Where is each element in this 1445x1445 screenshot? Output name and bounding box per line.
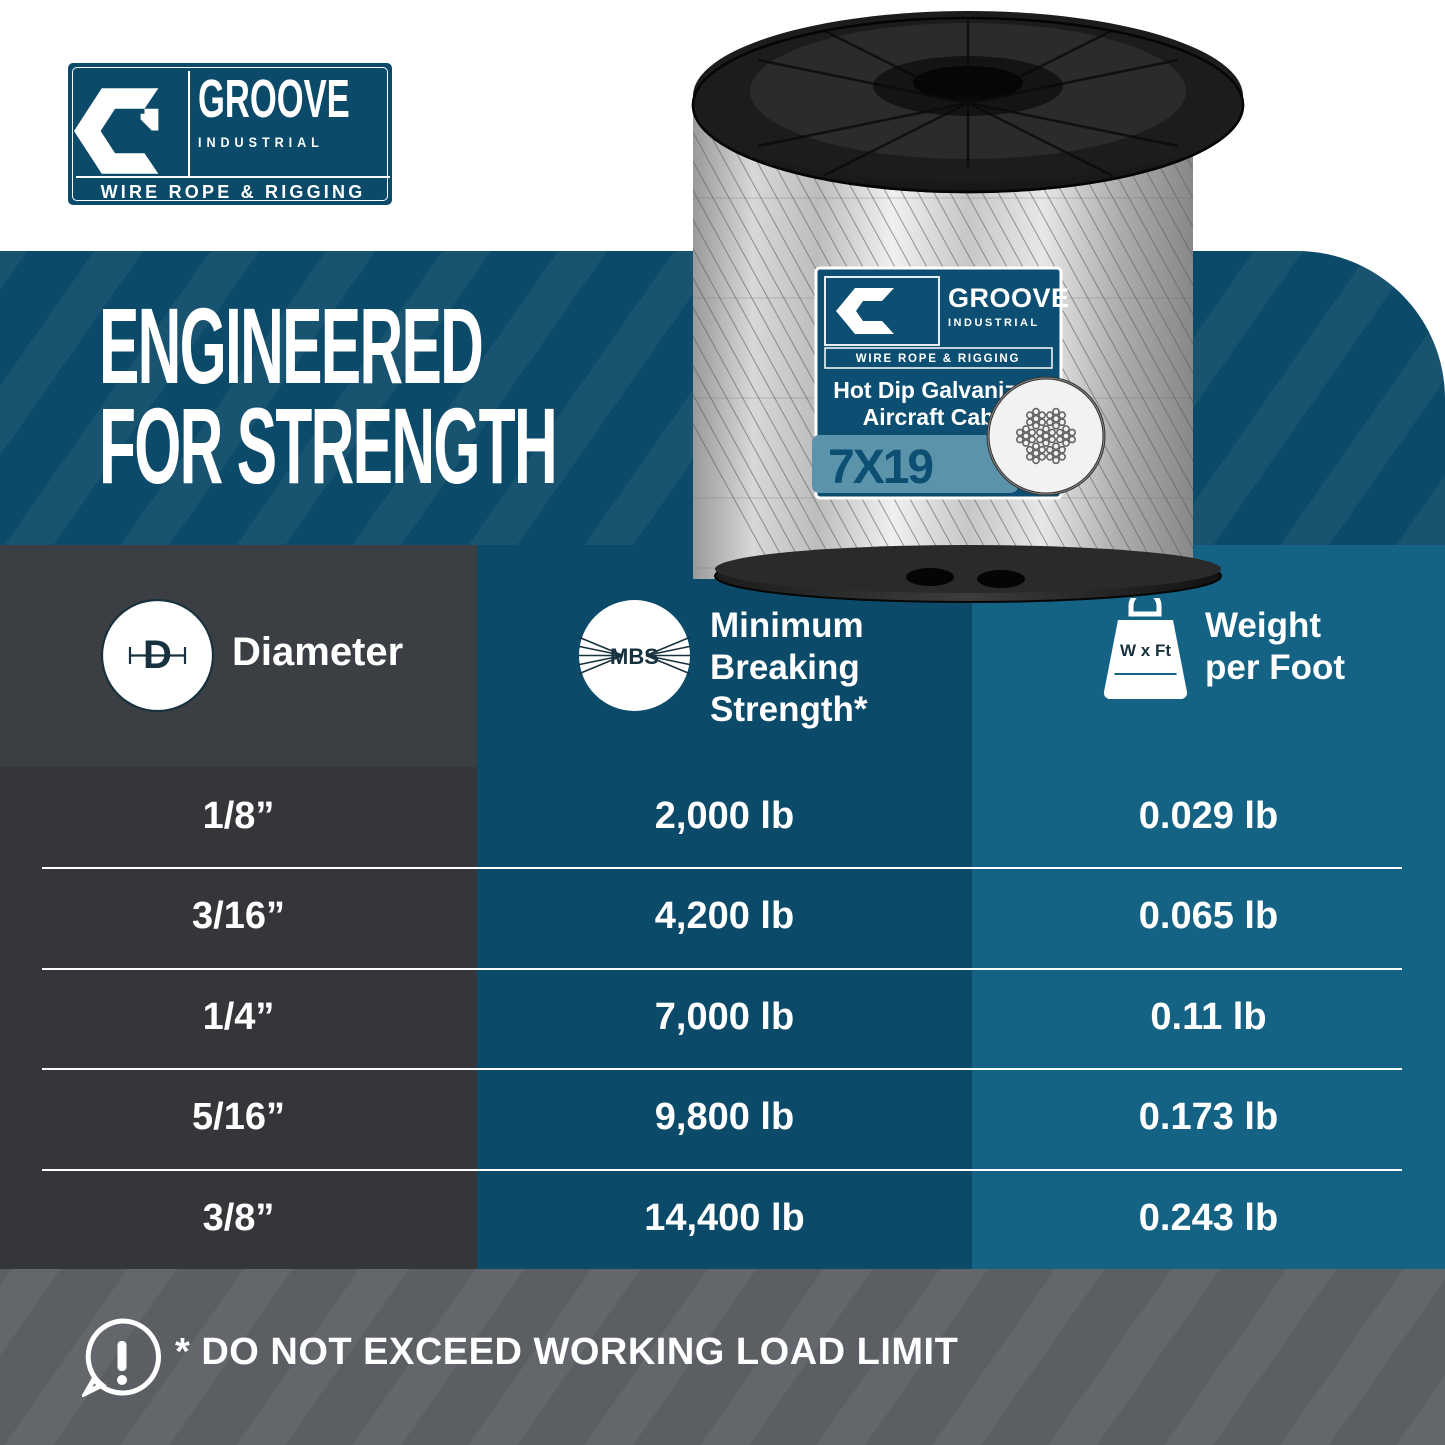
svg-text:MBS: MBS (610, 644, 659, 669)
svg-text:7X19: 7X19 (828, 441, 932, 494)
svg-text:INDUSTRIAL: INDUSTRIAL (948, 317, 1040, 329)
svg-text:W x Ft: W x Ft (1120, 641, 1171, 660)
svg-text:WIRE ROPE & RIGGING: WIRE ROPE & RIGGING (856, 353, 1021, 365)
svg-text:GROOVE: GROOVE (948, 283, 1070, 313)
svg-text:D: D (143, 633, 172, 677)
